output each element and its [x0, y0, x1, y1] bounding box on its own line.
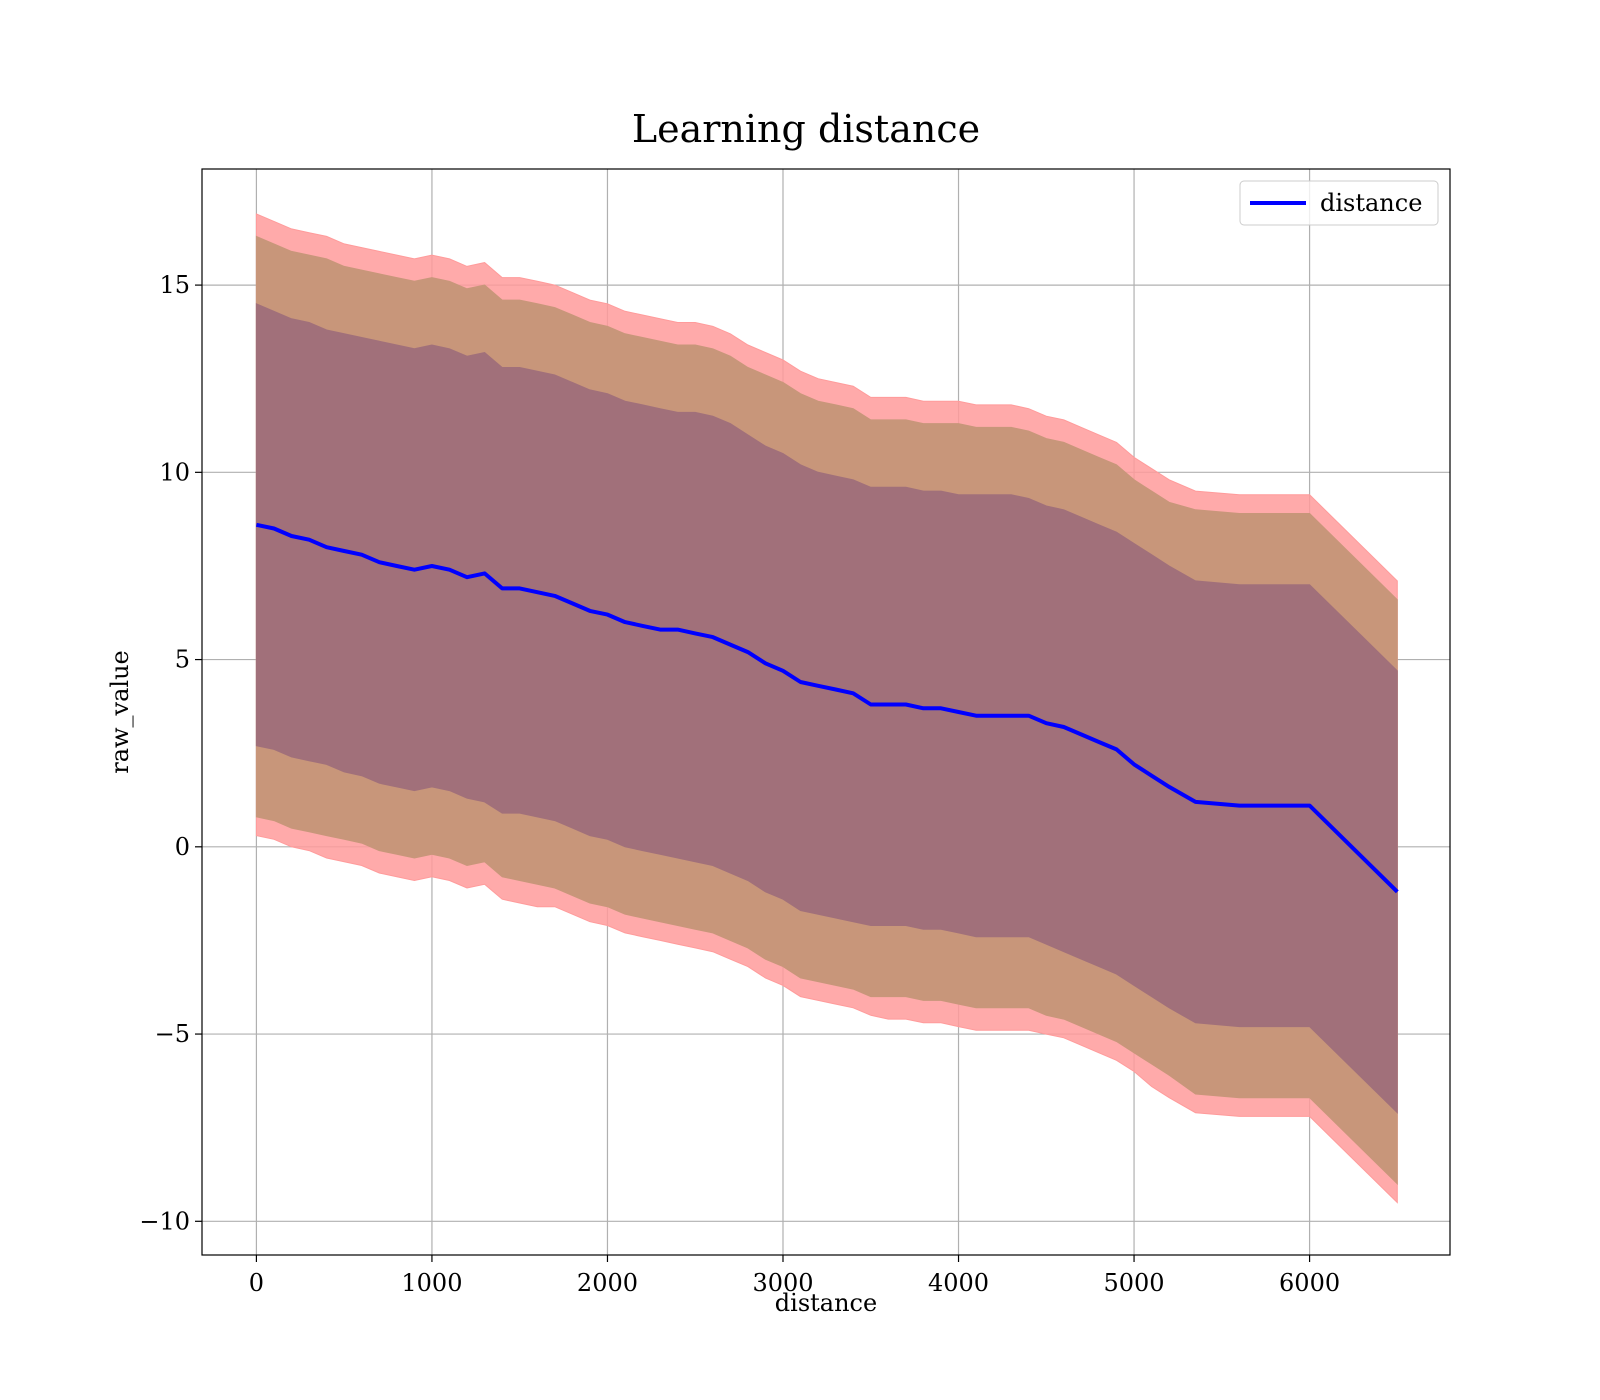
band-inner	[255, 303, 1398, 1114]
axis-ticks: 0 1000 2000 3000 4000 5000 6000 −10 −5 0 5 10 15	[139, 271, 1340, 1297]
y-tick-label-2: 0	[175, 833, 190, 861]
series-line-distance	[255, 522, 1399, 894]
x-tick-label-5: 5000	[1104, 1269, 1165, 1297]
y-axis-label: raw_value	[106, 650, 134, 774]
x-axis-label: distance	[775, 1289, 877, 1317]
x-tick-label-1: 1000	[401, 1269, 462, 1297]
y-tick-label-0: −10	[139, 1207, 190, 1235]
x-tick-label-6: 6000	[1279, 1269, 1340, 1297]
series-lines	[255, 522, 1399, 894]
x-tick-label-0: 0	[249, 1269, 264, 1297]
legend-label-distance: distance	[1320, 189, 1422, 217]
confidence-bands	[255, 213, 1398, 1204]
y-tick-label-1: −5	[155, 1020, 190, 1048]
y-tick-label-3: 5	[175, 646, 190, 674]
y-tick-label-5: 15	[159, 271, 190, 299]
legend: distance	[1239, 180, 1439, 226]
x-tick-label-3: 3000	[752, 1269, 813, 1297]
y-tick-label-4: 10	[159, 458, 190, 486]
x-tick-label-2: 2000	[577, 1269, 638, 1297]
x-tick-label-4: 4000	[928, 1269, 989, 1297]
legend-box	[1239, 180, 1439, 226]
chart-title: Learning distance	[632, 107, 980, 151]
plot-area-frame	[201, 168, 1451, 1256]
